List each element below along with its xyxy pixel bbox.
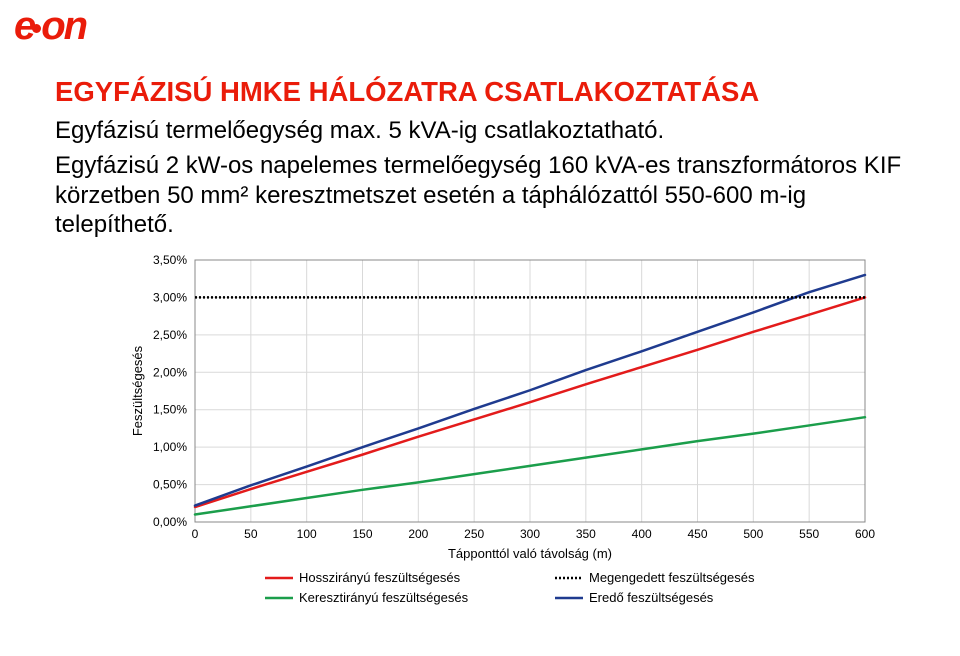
chart-svg: 0,00% 0,50% 1,00% 1,50% 2,00% 2,50% 3,00% 3,50%… <box>120 252 880 642</box>
svg-text:200: 200 <box>408 527 428 541</box>
svg-text:1,50%: 1,50% <box>153 403 187 417</box>
svg-text:Tápponttól való távolság (m): Tápponttól való távolság (m) <box>448 546 612 561</box>
svg-text:300: 300 <box>520 527 540 541</box>
svg-text:0,50%: 0,50% <box>153 478 187 492</box>
svg-text:600: 600 <box>855 527 875 541</box>
svg-text:3,00%: 3,00% <box>153 290 187 304</box>
svg-text:Eredő feszültségesés: Eredő feszültségesés <box>589 590 714 605</box>
subtitle-line-2: Egyfázisú 2 kW-os napelemes termelőegysé… <box>55 151 930 239</box>
svg-text:50: 50 <box>244 527 258 541</box>
svg-text:Megengedett feszültségesés: Megengedett feszültségesés <box>589 570 755 585</box>
svg-text:Keresztirányú feszültségesés: Keresztirányú feszültségesés <box>299 590 469 605</box>
svg-text:Feszültségesés: Feszültségesés <box>130 345 145 436</box>
svg-text:1,00%: 1,00% <box>153 440 187 454</box>
svg-text:2,50%: 2,50% <box>153 328 187 342</box>
svg-text:100: 100 <box>297 527 317 541</box>
svg-text:150: 150 <box>352 527 372 541</box>
svg-text:250: 250 <box>464 527 484 541</box>
svg-text:2,00%: 2,00% <box>153 365 187 379</box>
svg-text:0: 0 <box>192 527 199 541</box>
svg-text:3,50%: 3,50% <box>153 253 187 267</box>
svg-text:400: 400 <box>632 527 652 541</box>
voltage-drop-chart: 0,00% 0,50% 1,00% 1,50% 2,00% 2,50% 3,00% 3,50%… <box>120 252 880 647</box>
svg-text:500: 500 <box>743 527 763 541</box>
svg-text:350: 350 <box>576 527 596 541</box>
page-title: EGYFÁZISÚ HMKE HÁLÓZATRA CSATLAKOZTATÁSA <box>55 76 930 108</box>
svg-text:0,00%: 0,00% <box>153 515 187 529</box>
svg-text:550: 550 <box>799 527 819 541</box>
brand-logo: eon <box>14 6 86 46</box>
svg-text:450: 450 <box>687 527 707 541</box>
svg-text:Hosszirányú feszültségesés: Hosszirányú feszültségesés <box>299 570 461 585</box>
subtitle-line-1: Egyfázisú termelőegység max. 5 kVA-ig cs… <box>55 116 930 145</box>
